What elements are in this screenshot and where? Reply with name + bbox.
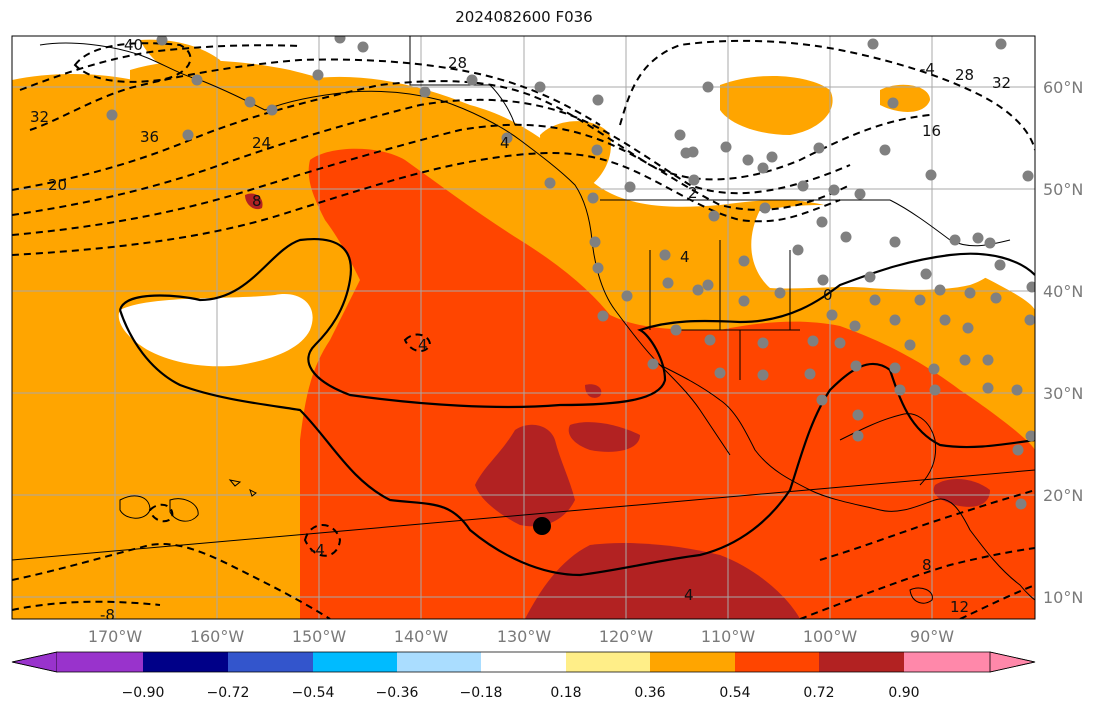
contour-label: -4 bbox=[920, 60, 935, 78]
colorbar-tick-label: −0.54 bbox=[292, 685, 335, 701]
shaded-region-red-2 bbox=[568, 422, 640, 452]
contour-label: 4 bbox=[680, 248, 690, 266]
colorbar-segment bbox=[313, 652, 397, 672]
lat-label: 40°N bbox=[1043, 282, 1083, 301]
colorbar-tick-label: −0.72 bbox=[207, 685, 250, 701]
colorbar-tick-label: 0.72 bbox=[803, 685, 834, 701]
colorbar-segment bbox=[228, 652, 313, 672]
colorbar-segment bbox=[989, 651, 1036, 673]
shaded-region-red-5 bbox=[245, 193, 263, 210]
contour-label: -8 bbox=[100, 606, 115, 624]
lon-label: 160°W bbox=[190, 627, 245, 646]
contour-label: 36 bbox=[140, 128, 159, 146]
colorbar: −0.90 −0.72 −0.54 −0.36 −0.18 0.18 0.36 … bbox=[11, 651, 1036, 701]
contour-labels: 40 28 32 24 36 20 8 4 4 4 16 -4 28 32 2 … bbox=[30, 36, 1011, 624]
lon-label: 100°W bbox=[803, 627, 858, 646]
contour-label: 24 bbox=[252, 134, 271, 152]
contour-label: 32 bbox=[992, 74, 1011, 92]
longitude-labels: 170°W 160°W 150°W 140°W 130°W 120°W 110°… bbox=[88, 627, 954, 646]
colorbar-segment bbox=[566, 652, 650, 672]
contour-label: 8 bbox=[922, 556, 932, 574]
contour-label: 0 bbox=[823, 286, 833, 304]
colorbar-segment bbox=[11, 651, 58, 673]
contour-label: 20 bbox=[48, 176, 67, 194]
shaded-region-orange-ca1 bbox=[540, 121, 611, 190]
shaded-region-darkorange bbox=[300, 148, 1035, 619]
colorbar-segment bbox=[735, 652, 819, 672]
colorbar-tick-label: 0.90 bbox=[888, 685, 919, 701]
contour-label: -4 bbox=[310, 541, 325, 559]
lon-label: 130°W bbox=[497, 627, 552, 646]
colorbar-segment bbox=[904, 652, 990, 672]
colorbar-tick-label: 0.36 bbox=[634, 685, 665, 701]
map-title: 2024082600 F036 bbox=[455, 8, 593, 26]
lat-label: 10°N bbox=[1043, 588, 1083, 607]
lon-label: 120°W bbox=[599, 627, 654, 646]
lat-label: 30°N bbox=[1043, 384, 1083, 403]
latitude-labels: 60°N 50°N 40°N 30°N 20°N 10°N bbox=[1043, 78, 1083, 607]
colorbar-segment bbox=[57, 652, 143, 672]
lon-label: 90°W bbox=[910, 627, 954, 646]
lon-label: 110°W bbox=[701, 627, 756, 646]
contour-label: 8 bbox=[252, 192, 262, 210]
storm-center-marker bbox=[533, 517, 551, 535]
lat-label: 50°N bbox=[1043, 180, 1083, 199]
shaded-region-red-4 bbox=[585, 384, 602, 398]
lon-label: 150°W bbox=[292, 627, 347, 646]
lon-label: 170°W bbox=[88, 627, 143, 646]
lat-label: 60°N bbox=[1043, 78, 1083, 97]
contour-label: 12 bbox=[950, 598, 969, 616]
contour-label: 16 bbox=[922, 122, 941, 140]
shaded-region-red-3 bbox=[525, 543, 800, 619]
lat-label: 20°N bbox=[1043, 486, 1083, 505]
colorbar-tick-label: −0.36 bbox=[376, 685, 419, 701]
colorbar-outline bbox=[11, 651, 1036, 673]
colorbar-tick-label: −0.90 bbox=[122, 685, 165, 701]
shaded-region-red-6 bbox=[933, 478, 990, 507]
contour-label: 28 bbox=[955, 66, 974, 84]
colorbar-segment bbox=[143, 652, 228, 672]
colorbar-segment bbox=[397, 652, 481, 672]
station-markers bbox=[106, 36, 1035, 510]
colorbar-tick-label: 0.18 bbox=[550, 685, 581, 701]
colorbar-tick-label: 0.54 bbox=[719, 685, 750, 701]
contour-label: 32 bbox=[30, 108, 49, 126]
shaded-region-white-us bbox=[751, 205, 994, 290]
contour-label: 4 bbox=[500, 134, 510, 152]
colorbar-segment bbox=[819, 652, 904, 672]
shaded-region-red bbox=[475, 424, 575, 527]
contour-label: 4 bbox=[418, 336, 428, 354]
map-area: 40 28 32 24 36 20 8 4 4 4 16 -4 28 32 2 … bbox=[12, 36, 1035, 624]
shaded-region-orange-nw bbox=[130, 60, 400, 190]
map-frame bbox=[11, 35, 1036, 620]
colorbar-segment bbox=[481, 652, 566, 672]
colorbar-tick-label: −0.18 bbox=[460, 685, 503, 701]
contour-label: 40 bbox=[124, 36, 143, 54]
lon-label: 140°W bbox=[394, 627, 449, 646]
contour-label: 28 bbox=[448, 54, 467, 72]
shaded-region-white bbox=[118, 294, 313, 367]
contour-label: 4 bbox=[684, 586, 694, 604]
contour-label: 2 bbox=[688, 184, 698, 202]
colorbar-segment bbox=[650, 652, 735, 672]
shaded-region-orange-ca2 bbox=[720, 75, 833, 135]
